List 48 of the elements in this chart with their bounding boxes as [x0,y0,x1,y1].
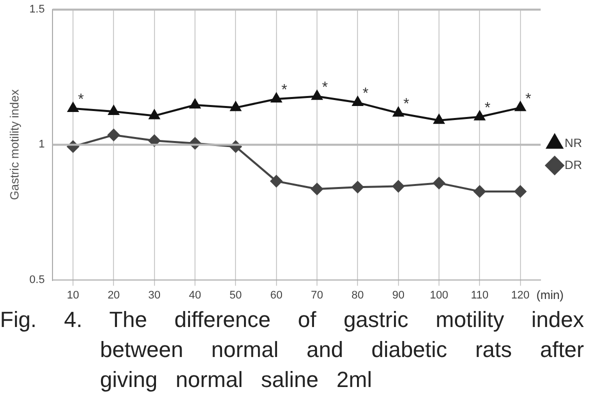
point [108,128,120,141]
point [352,181,364,194]
annotation: * [484,100,491,117]
annotation: * [362,85,369,102]
annotation: * [78,91,84,108]
point [433,177,446,190]
caption: Fig. 4. The difference of gastric motility index between normal and diabetic rats after giving normal saline 2ml [0,306,585,394]
point [352,96,364,106]
x-tick-label: 110 [470,289,488,302]
x-tick-label: 80 [352,289,364,302]
x-tick-label: 10 [66,289,80,302]
x-axis-title: (min) [536,288,564,302]
legend-label: NR [564,136,582,150]
legend-label: DR [564,158,582,172]
annotation: * [322,78,328,96]
point [149,110,160,120]
point [393,107,404,117]
y-tick-label: 0.5 [29,274,45,286]
x-tick-label: 90 [392,289,404,302]
point [108,105,120,115]
annotation: * [403,96,410,113]
point [392,180,404,192]
x-tick-label: 50 [230,289,242,302]
annotation: * [525,90,532,108]
x-tick-label: 70 [310,289,324,302]
x-tick-label: 30 [148,289,160,302]
point [434,114,444,124]
point [311,183,324,196]
point [271,93,282,103]
x-tick-label: 100 [430,289,448,302]
x-tick-label: 120 [511,289,530,302]
point [148,134,160,147]
x-tick-label: 20 [108,289,120,302]
x-tick-label: 40 [188,289,202,302]
x-tick-label: 60 [270,289,282,302]
y-tick-label: 1 [38,138,45,151]
y-tick-label: 1.5 [29,4,45,16]
y-axis-title: Gastric motility index [8,89,22,200]
point [270,175,282,188]
point [68,102,78,112]
point [230,102,242,112]
point [514,185,526,198]
point [474,185,486,198]
point [190,98,200,108]
annotation: * [281,82,288,99]
point [312,90,322,100]
point [474,110,485,120]
point [515,102,526,112]
